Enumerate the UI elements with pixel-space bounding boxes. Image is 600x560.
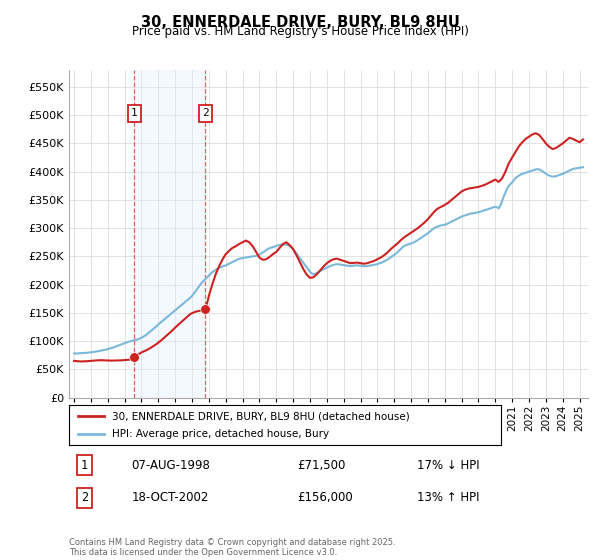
Text: £71,500: £71,500	[298, 459, 346, 472]
Text: 30, ENNERDALE DRIVE, BURY, BL9 8HU: 30, ENNERDALE DRIVE, BURY, BL9 8HU	[140, 15, 460, 30]
Text: 2: 2	[81, 491, 88, 505]
Text: Contains HM Land Registry data © Crown copyright and database right 2025.
This d: Contains HM Land Registry data © Crown c…	[69, 538, 395, 557]
Text: 18-OCT-2002: 18-OCT-2002	[131, 491, 209, 505]
Text: 1: 1	[131, 109, 138, 119]
Text: Price paid vs. HM Land Registry's House Price Index (HPI): Price paid vs. HM Land Registry's House …	[131, 25, 469, 38]
Text: 13% ↑ HPI: 13% ↑ HPI	[417, 491, 479, 505]
Text: HPI: Average price, detached house, Bury: HPI: Average price, detached house, Bury	[112, 429, 329, 439]
Text: £156,000: £156,000	[298, 491, 353, 505]
Text: 1: 1	[81, 459, 88, 472]
Text: 30, ENNERDALE DRIVE, BURY, BL9 8HU (detached house): 30, ENNERDALE DRIVE, BURY, BL9 8HU (deta…	[112, 411, 410, 421]
Text: 2: 2	[202, 109, 209, 119]
Text: 07-AUG-1998: 07-AUG-1998	[131, 459, 210, 472]
Bar	[134, 70, 205, 398]
Text: 17% ↓ HPI: 17% ↓ HPI	[417, 459, 479, 472]
